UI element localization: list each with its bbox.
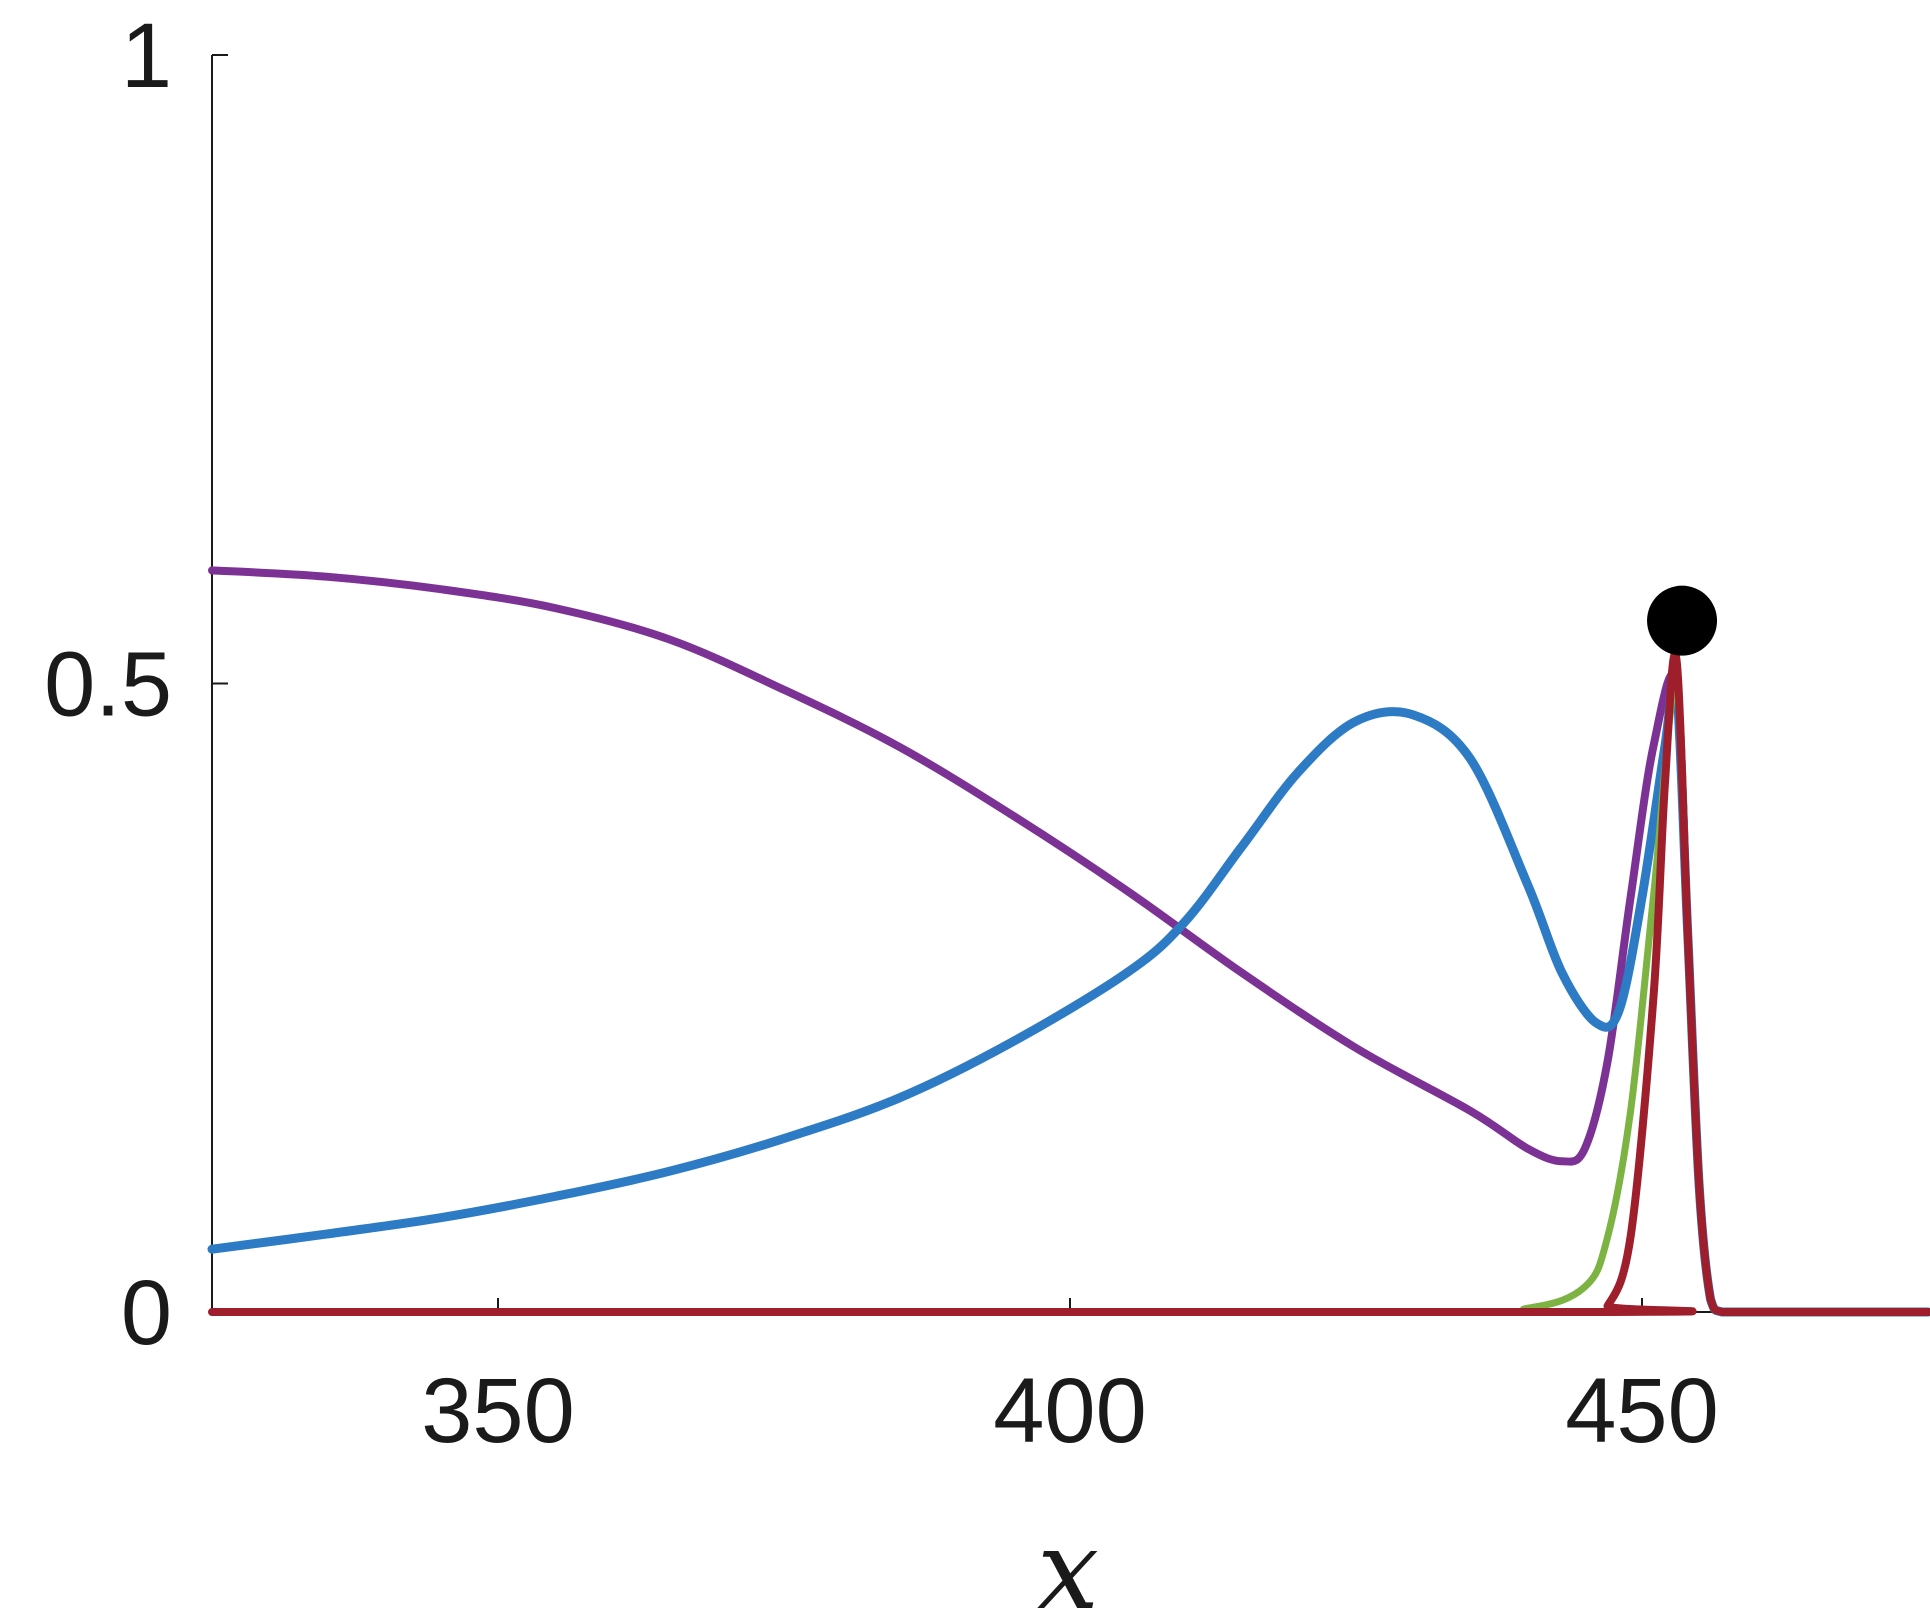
series-line-4 <box>208 650 1930 1317</box>
marker-layer <box>1647 585 1718 656</box>
marker-point <box>1647 585 1718 656</box>
y-tick-label: 0.5 <box>44 634 172 736</box>
x-tick-label: 400 <box>993 1360 1147 1462</box>
x-tick-label: 350 <box>421 1360 575 1462</box>
x-axis-label: x <box>1037 1506 1099 1614</box>
y-tick-label: 0 <box>121 1262 172 1364</box>
y-tick-label: 1 <box>121 5 172 107</box>
series-line-2 <box>207 670 1930 1317</box>
series-layer <box>207 566 1930 1317</box>
series-line-3 <box>208 679 1930 1316</box>
tick-labels: 350 400 450 0 0.5 1 <box>44 5 1719 1462</box>
x-tick-label: 450 <box>1565 1360 1719 1462</box>
